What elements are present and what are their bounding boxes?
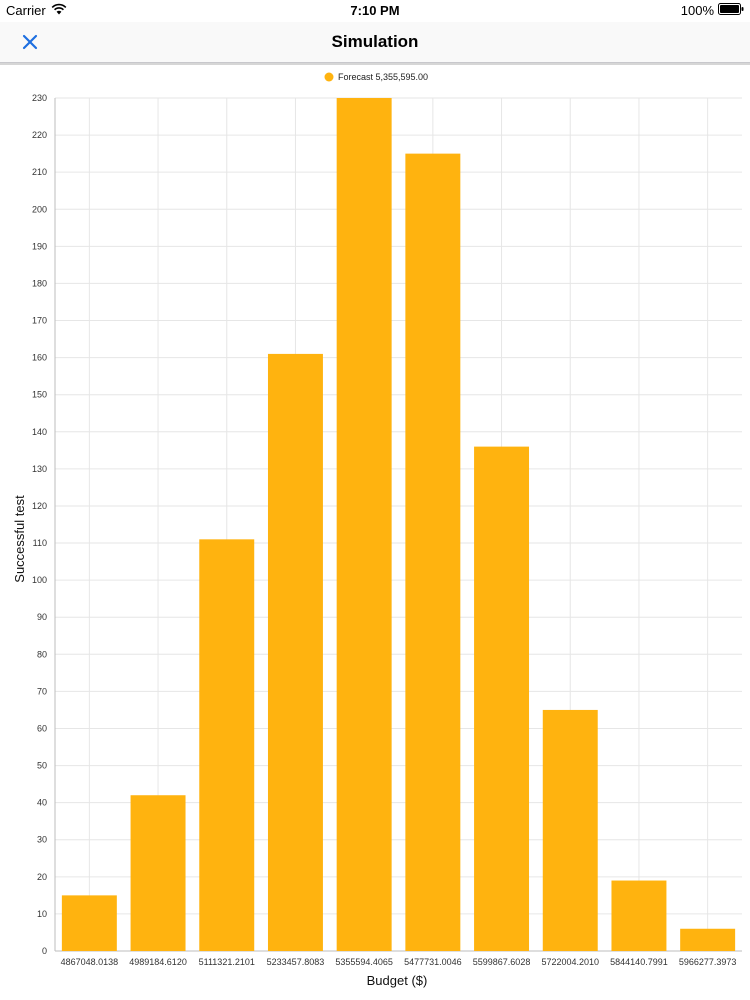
bar[interactable] [199,539,255,951]
bars-layer [61,98,736,951]
close-button[interactable] [18,30,44,56]
y-tick-label: 220 [32,130,47,140]
y-tick-label: 200 [32,204,47,214]
y-tick-label: 30 [37,835,47,845]
bar[interactable] [474,446,530,951]
page-title: Simulation [331,32,419,51]
y-tick-label: 190 [32,241,47,251]
y-tick-label: 160 [32,353,47,363]
x-tick-label: 5111321.2101 [199,957,255,967]
y-tick-label: 50 [37,761,47,771]
x-tick-label: 5966277.3973 [679,957,737,967]
y-tick-label: 150 [32,390,47,400]
x-axis-title: Budget ($) [367,973,428,988]
bar[interactable] [130,795,186,951]
y-axis-title: Successful test [12,495,27,583]
status-left: Carrier [6,3,67,18]
battery-icon [718,3,744,18]
bar-chart: 0 10 20 30 40 50 60 70 80 90 100 110 120 130 140 150 160… [12,72,742,988]
legend-swatch [324,72,334,82]
x-tick-label: 5844140.7991 [610,957,668,967]
x-tick-label: 5355594.4065 [335,957,393,967]
nav-divider [0,63,750,65]
x-tick-label: 5722004.2010 [541,957,599,967]
x-tick-label: 5233457.8083 [267,957,325,967]
y-tick-label: 140 [32,427,47,437]
legend: Forecast 5,355,595.00 [324,72,428,82]
y-tick-label: 230 [32,93,47,103]
y-tick-label: 80 [37,649,47,659]
y-tick-label: 180 [32,278,47,288]
x-tick-label: 5599867.6028 [473,957,531,967]
status-time: 7:10 PM [350,3,400,18]
status-bar: Carrier 7:10 PM 100% [0,0,750,22]
x-tick-label: 4867048.0138 [61,957,119,967]
battery-percent: 100% [680,3,714,18]
status-right: 100% [681,3,744,18]
bar[interactable] [405,153,461,951]
bar[interactable] [542,709,598,951]
y-tick-label: 170 [32,316,47,326]
y-tick-label: 110 [33,538,47,548]
y-tick-label: 0 [42,946,47,956]
bar[interactable] [267,353,323,951]
y-tick-label: 70 [37,686,47,696]
y-tick-label: 10 [37,909,47,919]
y-axis-ticks: 0 10 20 30 40 50 60 70 80 90 100 110 120 130 140 150 160… [32,93,47,956]
x-axis-ticks: 4867048.0138 4989184.6120 5111321.2101 5233… [61,957,737,967]
bar[interactable] [336,98,392,951]
y-tick-label: 130 [32,464,47,474]
nav-bar: Simulation [0,22,750,63]
y-tick-label: 20 [37,872,47,882]
carrier-label: Carrier [6,3,46,18]
y-tick-label: 120 [32,501,47,511]
bar[interactable] [680,928,736,951]
legend-label: Forecast 5,355,595.00 [338,72,428,82]
y-tick-label: 210 [32,167,47,177]
wifi-icon [51,3,67,18]
y-tick-label: 90 [37,612,47,622]
close-icon [22,34,38,50]
bar[interactable] [611,880,667,951]
y-tick-label: 60 [37,723,47,733]
bar[interactable] [61,895,117,951]
x-tick-label: 4989184.6120 [129,957,187,967]
x-tick-label: 5477731.0046 [404,957,462,967]
y-tick-label: 100 [32,575,47,585]
y-tick-label: 40 [37,798,47,808]
